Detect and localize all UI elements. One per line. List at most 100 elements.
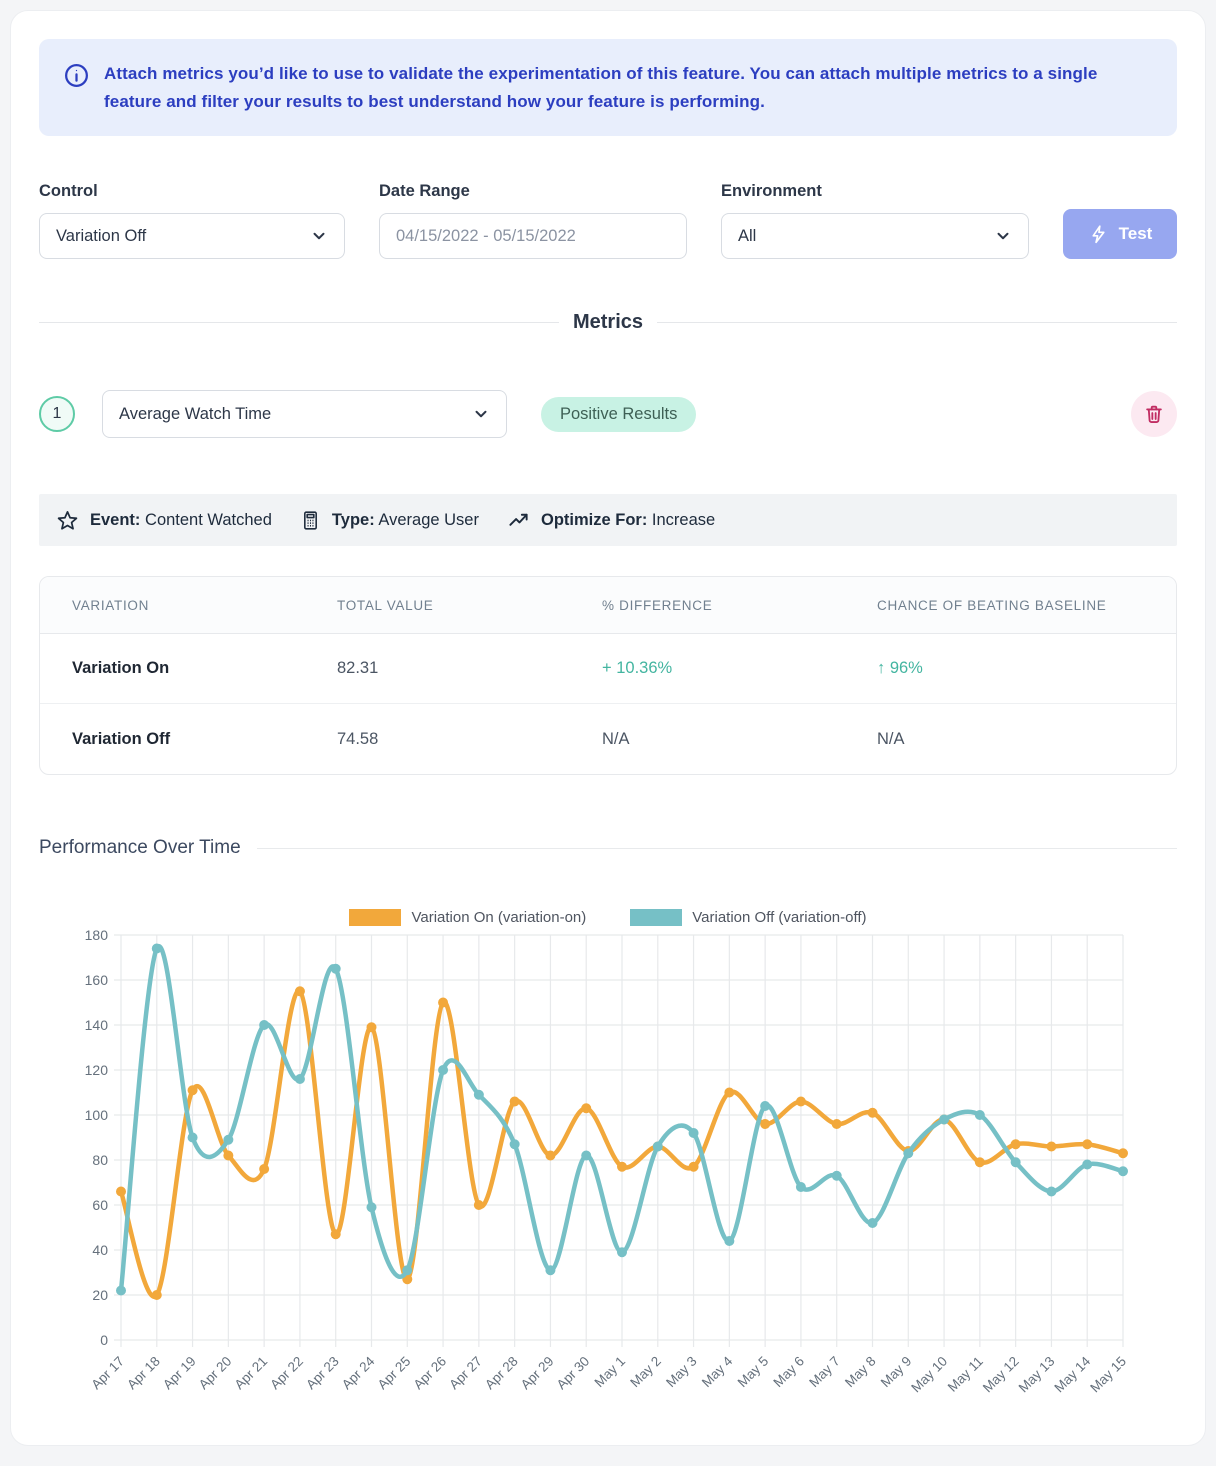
svg-text:160: 160 [85, 972, 109, 988]
chevron-down-icon [997, 232, 1009, 240]
svg-text:Apr 18: Apr 18 [124, 1354, 163, 1393]
result-status-badge: Positive Results [541, 396, 697, 432]
table-row: Variation Off 74.58 N/A N/A [40, 704, 1176, 774]
cell-chance: N/A [877, 729, 905, 748]
cell-chance: ↑ 96% [877, 659, 923, 678]
performance-heading: Performance Over Time [39, 837, 241, 859]
control-select-value: Variation Off [56, 226, 147, 245]
optimize-text: Optimize For: Increase [540, 510, 716, 529]
date-range-label: Date Range [379, 182, 470, 201]
svg-text:May 1: May 1 [592, 1354, 629, 1391]
cell-variation: Variation On [72, 659, 170, 678]
svg-text:Apr 30: Apr 30 [554, 1354, 593, 1393]
svg-text:May 11: May 11 [945, 1354, 986, 1395]
svg-text:0: 0 [100, 1332, 108, 1348]
svg-text:60: 60 [92, 1197, 108, 1213]
chevron-down-icon [313, 232, 325, 240]
date-range-field: Date Range [379, 182, 687, 260]
table-header-row: VARIATION TOTAL VALUE % DIFFERENCE CHANC… [40, 577, 1176, 635]
control-label: Control [39, 182, 98, 201]
svg-text:May 7: May 7 [806, 1354, 843, 1391]
divider-line [39, 322, 559, 324]
filters-row: Control Variation Off Date Range Environ… [39, 182, 1177, 260]
legend-label: Variation Off (variation-off) [692, 909, 867, 927]
legend-item[interactable]: Variation On (variation-on) [349, 909, 587, 927]
environment-label: Environment [721, 182, 822, 201]
metric-index-badge: 1 [39, 396, 75, 433]
svg-text:May 12: May 12 [980, 1354, 1022, 1396]
divider-line [256, 847, 1177, 849]
svg-text:Apr 25: Apr 25 [375, 1354, 414, 1393]
svg-text:40: 40 [92, 1242, 108, 1258]
lightning-icon [1092, 224, 1105, 243]
svg-text:Apr 26: Apr 26 [410, 1354, 449, 1393]
test-button-label: Test [1118, 224, 1153, 244]
svg-text:May 6: May 6 [770, 1354, 807, 1391]
divider-line [657, 322, 1177, 324]
delete-metric-button[interactable] [1131, 391, 1177, 438]
metric-row: 1 Average Watch Time Positive Results [39, 390, 1177, 439]
event-info: Event: Content Watched [56, 509, 272, 532]
control-field: Control Variation Off [39, 182, 345, 260]
info-banner: Attach metrics you’d like to use to vali… [39, 39, 1177, 137]
svg-text:May 5: May 5 [735, 1354, 772, 1391]
trending-up-icon [509, 513, 528, 526]
svg-text:May 2: May 2 [627, 1354, 664, 1391]
svg-text:Apr 20: Apr 20 [196, 1354, 235, 1393]
environment-select[interactable]: All [721, 213, 1029, 260]
metrics-divider: Metrics [39, 311, 1177, 334]
table-body: Variation On 82.31 + 10.36% ↑ 96% Variation … [40, 634, 1176, 774]
chart-legend: Variation On (variation-on) Variation Off… [39, 909, 1177, 927]
svg-text:120: 120 [85, 1062, 109, 1078]
cell-difference: + 10.36% [602, 659, 673, 678]
svg-text:20: 20 [92, 1287, 108, 1303]
metric-select[interactable]: Average Watch Time [102, 390, 507, 439]
svg-text:Apr 29: Apr 29 [518, 1354, 557, 1393]
chevron-down-icon [475, 410, 487, 418]
col-header-total-value: TOTAL VALUE [337, 597, 434, 613]
type-info: Type: Average User [300, 510, 479, 531]
event-text: Event: Content Watched [90, 510, 272, 529]
legend-label: Variation On (variation-on) [411, 909, 587, 927]
info-banner-text: Attach metrics you’d like to use to vali… [104, 64, 1098, 111]
environment-field: Environment All [721, 182, 1029, 260]
svg-text:Apr 19: Apr 19 [160, 1354, 199, 1393]
svg-text:Apr 27: Apr 27 [446, 1354, 485, 1393]
metric-select-value: Average Watch Time [119, 404, 272, 423]
legend-item[interactable]: Variation Off (variation-off) [630, 909, 867, 927]
environment-select-value: All [738, 226, 757, 245]
col-header-variation: VARIATION [72, 597, 150, 613]
info-icon [65, 64, 88, 87]
svg-text:May 15: May 15 [1087, 1354, 1129, 1396]
control-select[interactable]: Variation Off [39, 213, 345, 260]
svg-text:May 13: May 13 [1016, 1354, 1058, 1396]
test-button[interactable]: Test [1063, 209, 1177, 260]
col-header-difference: % DIFFERENCE [602, 597, 713, 613]
legend-swatch [349, 909, 402, 927]
optimize-info: Optimize For: Increase [507, 509, 715, 532]
cell-difference: N/A [602, 729, 630, 748]
experimentation-panel: Attach metrics you’d like to use to vali… [10, 10, 1206, 1446]
results-table: VARIATION TOTAL VALUE % DIFFERENCE CHANC… [39, 576, 1177, 776]
svg-text:140: 140 [85, 1017, 109, 1033]
svg-text:May 10: May 10 [908, 1354, 950, 1396]
svg-text:100: 100 [85, 1107, 109, 1123]
svg-text:Apr 17: Apr 17 [88, 1354, 127, 1393]
metric-info-bar: Event: Content Watched Type: Average Use… [39, 494, 1177, 547]
table-row: Variation On 82.31 + 10.36% ↑ 96% [40, 634, 1176, 705]
performance-section-header: Performance Over Time [39, 837, 1177, 859]
svg-text:May 14: May 14 [1051, 1353, 1093, 1395]
cell-variation: Variation Off [72, 729, 171, 748]
calculator-icon [303, 510, 317, 530]
svg-text:Apr 22: Apr 22 [267, 1354, 306, 1393]
svg-text:80: 80 [92, 1152, 108, 1168]
legend-swatch [630, 909, 683, 927]
type-text: Type: Average User [331, 510, 479, 529]
date-range-input[interactable] [379, 213, 687, 260]
svg-text:180: 180 [85, 930, 109, 943]
metrics-heading: Metrics [572, 311, 644, 334]
svg-text:Apr 21: Apr 21 [232, 1354, 271, 1393]
star-icon [57, 510, 78, 530]
svg-text:May 4: May 4 [699, 1353, 736, 1390]
svg-text:Apr 28: Apr 28 [482, 1354, 521, 1393]
